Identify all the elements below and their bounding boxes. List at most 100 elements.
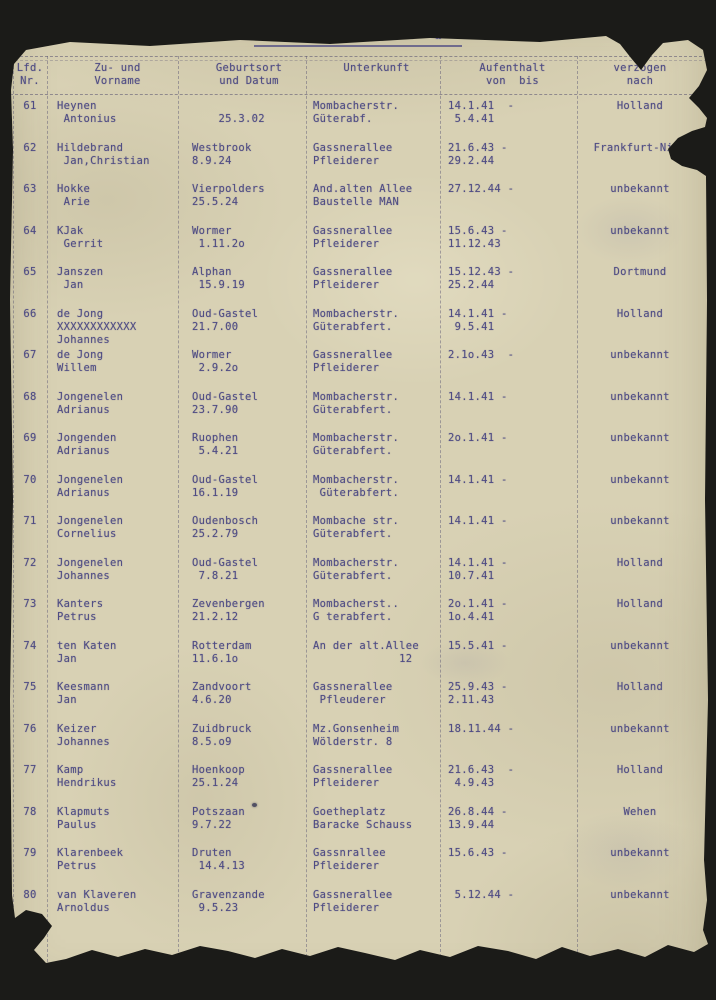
- cell-aufenthalt: 15.12.43 - 25.2.44: [448, 266, 515, 291]
- cell-unterkunft: Goetheplatz Baracke Schauss: [313, 805, 413, 831]
- cell-birth: Alphan 15.9.19: [192, 266, 245, 291]
- header-unterkunft: Unterkunft: [343, 62, 410, 74]
- cell-birth: Druten 14.4.13: [192, 847, 245, 872]
- cell-unterkunft: Gassnerallee Pfleiderer: [313, 764, 393, 789]
- cell-lfd-nr: 73: [23, 598, 37, 610]
- cell-verzogen: Dortmund: [613, 266, 667, 278]
- cell-name: Kamp Hendrikus: [57, 764, 117, 789]
- cell-unterkunft: Mombacherstr. Güterabfert.: [313, 390, 400, 416]
- cell-unterkunft: Mombacherstr. Güterabfert.: [313, 556, 400, 582]
- cell-lfd-nr: 80: [23, 888, 37, 901]
- cell-lfd-nr: 74: [23, 639, 37, 652]
- column-divider: [440, 56, 441, 962]
- cell-birth: Oud-Gastel 23.7.90: [192, 390, 259, 416]
- table-row: 77 Kamp Hendrikus Hoenkoop 25.1.24 Gassn…: [10, 764, 708, 806]
- cell-verzogen: Frankfurt-Nied: [593, 141, 687, 154]
- table-row: 61 Heynen Antonius 25.3.02 Mombacherstr.…: [10, 100, 708, 142]
- cell-aufenthalt: 21.6.43 - 29.2.44: [448, 141, 508, 167]
- cell-aufenthalt: 26.8.44 - 13.9.44: [448, 805, 508, 831]
- table-row: 73 Kanters Petrus Zevenbergen 21.2.12 Mo…: [10, 598, 708, 640]
- column-divider: [13, 56, 14, 962]
- header-bottom-rule: [10, 94, 707, 95]
- cell-unterkunft: Mombache str. Güterabfert.: [313, 515, 400, 540]
- ink-dot: [252, 803, 257, 807]
- cell-name: ten Katen Jan: [57, 639, 117, 665]
- cell-lfd-nr: 81: [23, 930, 37, 942]
- cell-aufenthalt: 14.1.41 - 9.5.41: [448, 307, 508, 333]
- table-top-rule: [10, 56, 707, 57]
- cell-verzogen: Holland: [616, 307, 664, 320]
- cell-birth: 25.3.02: [218, 113, 265, 125]
- cell-verzogen: unbekannt: [610, 847, 670, 859]
- header-name: Zu- und Vorname: [94, 62, 141, 87]
- cell-lfd-nr: 66: [23, 307, 37, 320]
- column-divider: [178, 56, 179, 962]
- cell-lfd-nr: 64: [23, 224, 37, 237]
- cell-lfd-nr: 72: [23, 556, 37, 569]
- cell-lfd-nr: 62: [23, 141, 37, 154]
- cell-birth: Westbrook 8.9.24: [192, 141, 252, 167]
- table-row: 65 Janszen Jan Alphan 15.9.19 Gassnerall…: [10, 266, 708, 308]
- cell-unterkunft: Gassnerallee Pfleiderer: [313, 349, 393, 374]
- cell-verzogen: Holland: [616, 556, 664, 569]
- cell-lfd-nr: 67: [23, 349, 37, 361]
- cell-name: de Jong Willem: [57, 349, 104, 374]
- cell-verzogen: unbekannt: [610, 515, 670, 527]
- cell-verzogen: unbekannt: [610, 473, 670, 486]
- cell-name: de Jong XXXXXXXXXXXX Johannes: [57, 307, 137, 346]
- cell-verzogen: unbekannt: [610, 183, 670, 195]
- table-body: 61 Heynen Antonius 25.3.02 Mombacherstr.…: [10, 100, 708, 963]
- cell-verzogen: unbekannt: [610, 390, 670, 403]
- table-row: 76 Keizer Johannes Zuidbruck 8.5.o9 Mz.G…: [10, 722, 708, 765]
- cell-aufenthalt: 15.6.43 - 11.12.43: [448, 224, 508, 250]
- header-lfd-nr: Lfd. Nr.: [16, 62, 44, 87]
- cell-unterkunft: Mombacherstr. Güterabfert.: [313, 307, 400, 333]
- table-row: 66 de Jong XXXXXXXXXXXX Johannes Oud-Gas…: [10, 307, 708, 350]
- cell-name: Klarenbeek Petrus: [57, 847, 124, 872]
- cell-birth: Wormer 1.11.2o: [192, 224, 245, 250]
- table-row: 68 Jongenelen Adrianus Oud-Gastel 23.7.9…: [10, 390, 708, 433]
- header-birth: Geburtsort und Datum: [215, 62, 283, 87]
- cell-lfd-nr: 76: [23, 722, 37, 735]
- cell-name: Janszen Jan: [57, 266, 104, 291]
- cell-name: Jongenelen Cornelius: [57, 515, 124, 540]
- table-row: 79 Klarenbeek Petrus Druten 14.4.13 Gass…: [10, 847, 708, 889]
- header-verzogen: verzogen nach: [613, 62, 667, 87]
- cell-verzogen: unbekannt: [610, 224, 670, 237]
- cell-aufenthalt: 18.11.44 -: [448, 722, 515, 735]
- cell-lfd-nr: 75: [23, 681, 37, 693]
- cell-birth: Wormer 2.9.2o: [192, 349, 239, 374]
- cell-unterkunft: Gassnerallee Pfleuderer: [313, 681, 393, 706]
- table-row: 70 Jongenelen Adrianus Oud-Gastel 16.1.1…: [10, 473, 708, 516]
- cell-birth: Zandvoort 4.6.20: [192, 681, 252, 706]
- cell-birth: Oud-Gastel 16.1.19: [192, 473, 259, 499]
- cell-aufenthalt: 14.1.41 -: [448, 390, 508, 403]
- cell-lfd-nr: 78: [23, 805, 37, 818]
- table-row: 62 Hildebrand Jan,Christian Westbrook 8.…: [10, 141, 708, 184]
- cell-aufenthalt: 2o.1.41 - 1o.4.41: [448, 598, 508, 623]
- column-divider: [47, 56, 48, 962]
- cell-birth: Hoenkoop 25.1.24: [192, 764, 245, 789]
- table-row: 74 ten Katen Jan Rotterdam 11.6.1o An de…: [10, 639, 708, 682]
- table-row: 78 Klapmuts Paulus Potszaan 9.7.22 Goeth…: [10, 805, 708, 848]
- table-row: 69 Jongenden Adrianus Ruophen 5.4.21 Mom…: [10, 432, 708, 474]
- table-row: 72 Jongenelen Johannes Oud-Gastel 7.8.21…: [10, 556, 708, 599]
- cell-name: Kanters Petrus: [57, 598, 104, 623]
- cell-birth: Zevenbergen 21.2.12: [192, 598, 265, 623]
- cell-name: Heynen Antonius: [57, 100, 117, 125]
- cell-verzogen: Holland: [616, 764, 664, 776]
- table-row: 81: [10, 930, 708, 963]
- cell-verzogen: Wehen: [623, 805, 657, 818]
- cell-name: KJak Gerrit: [57, 224, 104, 250]
- cell-verzogen: Holland: [616, 100, 664, 112]
- cell-birth: Ruophen 5.4.21: [192, 432, 239, 457]
- table-top-rule-2: [10, 60, 707, 61]
- cell-aufenthalt: 14.1.41 -: [448, 473, 508, 486]
- cell-name: Jongenden Adrianus: [57, 432, 117, 457]
- cell-verzogen: Holland: [616, 681, 664, 693]
- cell-aufenthalt: 15.5.41 -: [448, 639, 508, 652]
- cell-birth: Potszaan 9.7.22: [192, 805, 245, 831]
- cell-unterkunft: Mz.Gonsenheim Wölderstr. 8: [313, 722, 400, 748]
- cell-birth: Oudenbosch 25.2.79: [192, 515, 259, 540]
